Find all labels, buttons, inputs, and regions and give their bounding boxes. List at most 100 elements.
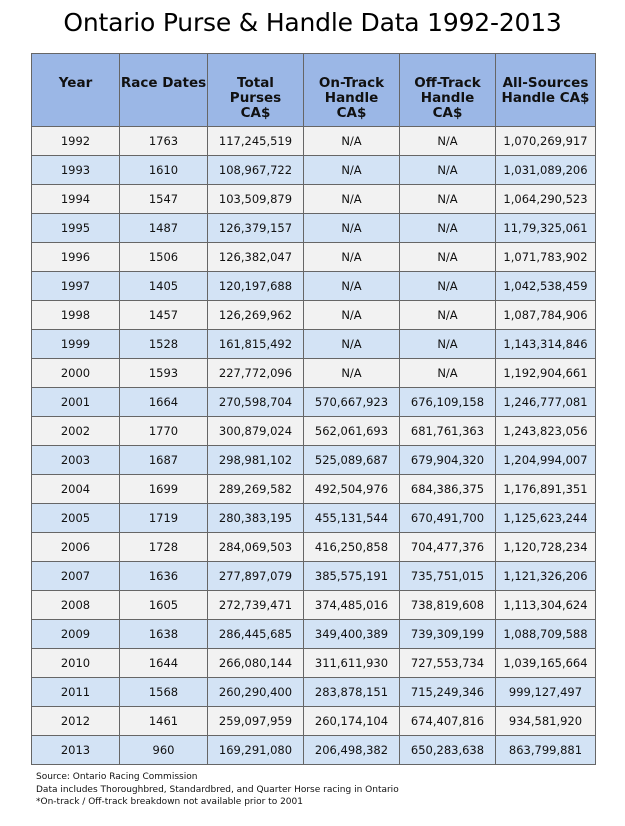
cell-total-purses: 161,815,492 xyxy=(207,329,304,359)
page-title: Ontario Purse & Handle Data 1992-2013 xyxy=(63,8,562,37)
cell-year: 2005 xyxy=(31,503,120,533)
table-row: 2004 1699 289,269,582 492,504,976 684,386,37… xyxy=(31,474,596,504)
cell-on-track-handle: N/A xyxy=(303,213,400,243)
table-row: 2009 1638 286,445,685 349,400,389 739,309,19… xyxy=(31,619,596,649)
cell-race-dates: 1699 xyxy=(119,474,208,504)
cell-race-dates: 1547 xyxy=(119,184,208,214)
cell-on-track-handle: N/A xyxy=(303,300,400,330)
cell-year: 2008 xyxy=(31,590,120,620)
cell-all-sources-handle: 1,176,891,351 xyxy=(495,474,596,504)
cell-race-dates: 1664 xyxy=(119,387,208,417)
cell-off-track-handle: 727,553,734 xyxy=(399,648,496,678)
cell-year: 2010 xyxy=(31,648,120,678)
cell-off-track-handle: 674,407,816 xyxy=(399,706,496,736)
table-body: 1992 1763 117,245,519 N/A N/A 1,070,269,917 19… xyxy=(31,126,596,765)
cell-on-track-handle: N/A xyxy=(303,126,400,156)
header-all-sources-handle-label: All-Sources Handle CA$ xyxy=(501,75,590,106)
footnotes: Source: Ontario Racing Commission Data i… xyxy=(36,771,399,809)
footnote-data-scope: Data includes Thoroughbred, Standardbred… xyxy=(36,784,399,795)
cell-total-purses: 126,379,157 xyxy=(207,213,304,243)
cell-all-sources-handle: 1,246,777,081 xyxy=(495,387,596,417)
table-row: 2001 1664 270,598,704 570,667,923 676,109,15… xyxy=(31,387,596,417)
table-row: 2005 1719 280,383,195 455,131,544 670,491,70… xyxy=(31,503,596,533)
cell-off-track-handle: 735,751,015 xyxy=(399,561,496,591)
cell-off-track-handle: 681,761,363 xyxy=(399,416,496,446)
cell-off-track-handle: 676,109,158 xyxy=(399,387,496,417)
cell-on-track-handle: N/A xyxy=(303,184,400,214)
cell-total-purses: 169,291,080 xyxy=(207,735,304,765)
cell-all-sources-handle: 1,087,784,906 xyxy=(495,300,596,330)
table-row: 1994 1547 103,509,879 N/A N/A 1,064,290,523 xyxy=(31,184,596,214)
table-row: 1993 1610 108,967,722 N/A N/A 1,031,089,206 xyxy=(31,155,596,185)
table-row: 2000 1593 227,772,096 N/A N/A 1,192,904,661 xyxy=(31,358,596,388)
cell-total-purses: 126,382,047 xyxy=(207,242,304,272)
cell-total-purses: 108,967,722 xyxy=(207,155,304,185)
table-row: 1997 1405 120,197,688 N/A N/A 1,042,538,459 xyxy=(31,271,596,301)
cell-year: 1994 xyxy=(31,184,120,214)
cell-all-sources-handle: 1,120,728,234 xyxy=(495,532,596,562)
cell-off-track-handle: N/A xyxy=(399,242,496,272)
cell-off-track-handle: 679,904,320 xyxy=(399,445,496,475)
cell-total-purses: 300,879,024 xyxy=(207,416,304,446)
cell-on-track-handle: 562,061,693 xyxy=(303,416,400,446)
cell-race-dates: 1506 xyxy=(119,242,208,272)
cell-year: 1999 xyxy=(31,329,120,359)
cell-on-track-handle: 416,250,858 xyxy=(303,532,400,562)
table-row: 1995 1487 126,379,157 N/A N/A 11,79,325,061 xyxy=(31,213,596,243)
cell-on-track-handle: 525,089,687 xyxy=(303,445,400,475)
cell-race-dates: 1461 xyxy=(119,706,208,736)
cell-total-purses: 280,383,195 xyxy=(207,503,304,533)
cell-year: 1993 xyxy=(31,155,120,185)
cell-off-track-handle: 704,477,376 xyxy=(399,532,496,562)
cell-total-purses: 260,290,400 xyxy=(207,677,304,707)
cell-on-track-handle: 455,131,544 xyxy=(303,503,400,533)
cell-total-purses: 284,069,503 xyxy=(207,532,304,562)
cell-total-purses: 126,269,962 xyxy=(207,300,304,330)
cell-year: 2009 xyxy=(31,619,120,649)
cell-all-sources-handle: 1,064,290,523 xyxy=(495,184,596,214)
cell-total-purses: 120,197,688 xyxy=(207,271,304,301)
cell-on-track-handle: N/A xyxy=(303,155,400,185)
cell-off-track-handle: N/A xyxy=(399,184,496,214)
cell-year: 2000 xyxy=(31,358,120,388)
cell-all-sources-handle: 1,113,304,624 xyxy=(495,590,596,620)
cell-off-track-handle: N/A xyxy=(399,213,496,243)
cell-total-purses: 266,080,144 xyxy=(207,648,304,678)
footnote-source: Source: Ontario Racing Commission xyxy=(36,772,198,782)
cell-all-sources-handle: 863,799,881 xyxy=(495,735,596,765)
cell-all-sources-handle: 1,031,089,206 xyxy=(495,155,596,185)
cell-race-dates: 1763 xyxy=(119,126,208,156)
cell-race-dates: 1593 xyxy=(119,358,208,388)
cell-race-dates: 1568 xyxy=(119,677,208,707)
header-all-sources-handle: All-Sources Handle CA$ xyxy=(495,53,596,127)
data-table: Year Race Dates Total Purses CA$ On-Trac… xyxy=(31,53,596,765)
header-on-track-handle: On-Track Handle CA$ xyxy=(303,53,400,127)
cell-all-sources-handle: 1,192,904,661 xyxy=(495,358,596,388)
cell-year: 1997 xyxy=(31,271,120,301)
cell-year: 1996 xyxy=(31,242,120,272)
table-row: 2003 1687 298,981,102 525,089,687 679,904,32… xyxy=(31,445,596,475)
cell-total-purses: 286,445,685 xyxy=(207,619,304,649)
cell-off-track-handle: 670,491,700 xyxy=(399,503,496,533)
table-row: 2010 1644 266,080,144 311,611,930 727,553,73… xyxy=(31,648,596,678)
table-row: 2006 1728 284,069,503 416,250,858 704,477,37… xyxy=(31,532,596,562)
cell-total-purses: 227,772,096 xyxy=(207,358,304,388)
footnote-breakdown: *On-track / Off-track breakdown not avai… xyxy=(36,797,303,807)
cell-all-sources-handle: 1,070,269,917 xyxy=(495,126,596,156)
cell-year: 2012 xyxy=(31,706,120,736)
cell-on-track-handle: 570,667,923 xyxy=(303,387,400,417)
cell-off-track-handle: N/A xyxy=(399,329,496,359)
cell-off-track-handle: 650,283,638 xyxy=(399,735,496,765)
cell-race-dates: 1610 xyxy=(119,155,208,185)
cell-all-sources-handle: 1,071,783,902 xyxy=(495,242,596,272)
cell-year: 1995 xyxy=(31,213,120,243)
header-total-purses: Total Purses CA$ xyxy=(207,53,304,127)
cell-race-dates: 1728 xyxy=(119,532,208,562)
cell-race-dates: 1487 xyxy=(119,213,208,243)
cell-race-dates: 1719 xyxy=(119,503,208,533)
cell-race-dates: 1644 xyxy=(119,648,208,678)
cell-total-purses: 289,269,582 xyxy=(207,474,304,504)
cell-race-dates: 1457 xyxy=(119,300,208,330)
table-header-row: Year Race Dates Total Purses CA$ On-Trac… xyxy=(31,53,596,127)
cell-off-track-handle: N/A xyxy=(399,126,496,156)
